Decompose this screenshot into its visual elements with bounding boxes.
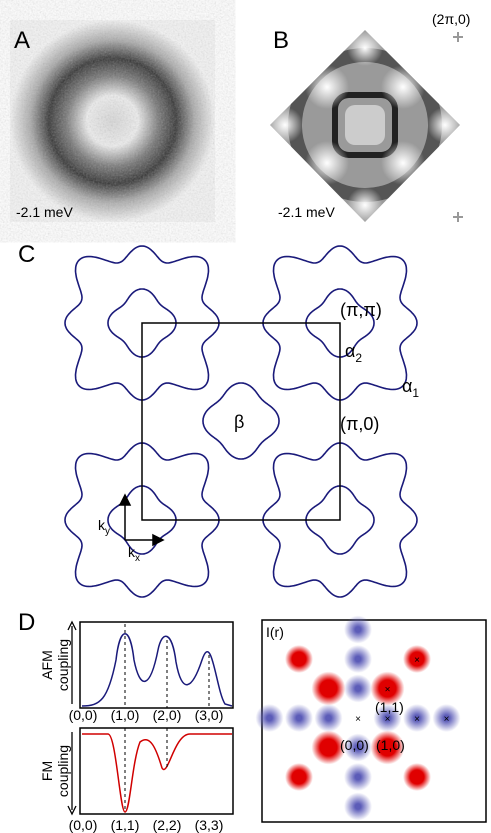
site-mark: × [385, 714, 391, 725]
blue-spot [344, 615, 372, 644]
brillouin-zone [141, 322, 341, 521]
axes-arrows [118, 493, 165, 547]
tick-label: (3,0) [195, 707, 224, 723]
label: β [234, 412, 244, 432]
blue-spot [344, 674, 372, 703]
red-spot [311, 671, 346, 706]
tick-label: (3,3) [195, 817, 224, 833]
map-label: (1,1) [375, 699, 404, 715]
label: ky [98, 517, 110, 537]
afm-box [79, 621, 234, 709]
tick-label: (1,0) [111, 707, 140, 723]
blue-spot [344, 763, 372, 791]
energy-label: -2.1 meV [16, 204, 73, 220]
tick-label: (0,0) [69, 817, 98, 833]
label: α1 [402, 376, 419, 400]
panel-letter: B [273, 27, 289, 54]
blue-spot [373, 704, 402, 732]
map-title: I(r) [266, 624, 284, 640]
correlation-map: × × × × × × [255, 615, 461, 821]
fm-box [79, 727, 234, 815]
red-spot [403, 645, 431, 673]
red-spot [403, 763, 431, 791]
markers [453, 32, 463, 222]
red-spot [285, 645, 313, 673]
alpha2-surface [107, 288, 177, 358]
blue-spot [344, 733, 372, 762]
y-label: AFMcoupling [39, 639, 71, 691]
red-spot [285, 763, 313, 791]
beta-surface [202, 382, 280, 460]
afm-curve [81, 633, 233, 707]
y-label: FMcoupling [39, 745, 71, 797]
label: (π,π) [340, 300, 382, 320]
alpha1-surface [64, 245, 220, 401]
blue-spot [344, 792, 372, 821]
map-label: (0,0) [340, 737, 369, 753]
energy-label: -2.1 meV [278, 204, 335, 220]
blue-spot [432, 704, 461, 732]
blue-spot [344, 645, 372, 673]
panel-letter: D [18, 609, 35, 636]
map-label: (1,0) [376, 737, 405, 753]
label: α2 [345, 341, 362, 365]
fm-curve [82, 733, 232, 813]
noise [10, 20, 215, 222]
y-arrows [67, 620, 77, 816]
simulated-map-b [270, 30, 460, 222]
blue-spot [255, 704, 284, 732]
panel-letter: A [14, 27, 30, 54]
site-mark: × [444, 714, 450, 725]
guides [124, 624, 210, 812]
red-spot [370, 671, 405, 706]
red-spot [370, 730, 405, 765]
panel-letter: C [18, 241, 35, 268]
blue-spot [285, 704, 313, 732]
label: (π,0) [340, 414, 379, 434]
alpha1-surface [64, 442, 220, 598]
site-mark: × [385, 685, 391, 696]
site-mark: × [414, 714, 420, 725]
site-mark: × [414, 655, 420, 666]
corner-label: (2π,0) [432, 11, 470, 27]
tick-label: (2,2) [153, 817, 182, 833]
red-spot [311, 730, 346, 765]
site-mark: × [355, 714, 361, 725]
blue-spot [314, 704, 343, 732]
label: kx [128, 544, 140, 564]
fermi-surfaces [64, 245, 418, 598]
blue-spot [403, 704, 431, 732]
tick-label: (2,0) [153, 707, 182, 723]
tick-label: (0,0) [69, 707, 98, 723]
tick-label: (1,1) [111, 817, 140, 833]
